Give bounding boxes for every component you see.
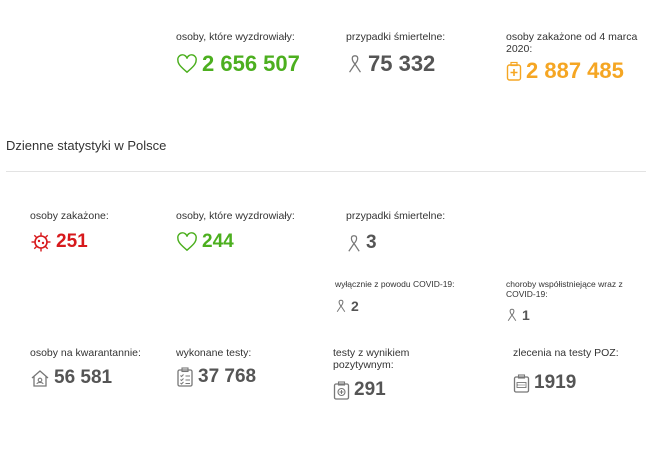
stat-label: wyłącznie z powodu COVID-19: (335, 279, 455, 289)
stat-label: przypadki śmiertelne: (346, 210, 446, 222)
stat-value: 3 (366, 232, 377, 253)
stat-value: 291 (354, 379, 386, 400)
stat-value-row: 2 656 507 (176, 51, 326, 77)
stat-daily-infected: osoby zakażone: 251 (30, 210, 160, 253)
stat-value-row: 1919 (513, 372, 648, 394)
ribbon-icon (336, 299, 346, 313)
stat-daily-comorbid: choroby współistniejące wraz z COVID-19:… (506, 279, 646, 323)
stat-label: wykonane testy: (176, 347, 252, 359)
stat-daily-positive-tests: testy z wynikiem pozytywnym: 291 (333, 347, 473, 401)
stat-label: osoby, które wyzdrowiały: (176, 31, 295, 43)
stat-label: choroby współistniejące wraz z COVID-19: (506, 279, 623, 299)
stat-value: 75 332 (368, 51, 436, 76)
ribbon-icon (507, 308, 517, 322)
stat-value-row: 75 332 (346, 51, 486, 77)
stat-daily-quarantine: osoby na kwarantannie: 56 581 (30, 347, 150, 389)
stat-value: 1919 (534, 372, 577, 393)
stat-value-row: 1 (506, 307, 646, 323)
stat-value-row: 291 (333, 379, 473, 401)
stat-value: 37 768 (198, 366, 257, 387)
stat-daily-tests: wykonane testy: 37 768 (176, 347, 326, 388)
stat-daily-deaths: przypadki śmiertelne: 3 (346, 210, 496, 254)
stat-label: osoby, które wyzdrowiały: (176, 210, 295, 222)
virus-icon (31, 232, 51, 252)
house-icon (31, 369, 49, 387)
stat-daily-recovered: osoby, które wyzdrowiały: 244 (176, 210, 326, 253)
stat-value-row: 3 (346, 232, 496, 254)
stat-label: przypadki śmiertelne: (346, 31, 446, 43)
stat-value: 2 656 507 (202, 51, 300, 76)
stat-value: 56 581 (54, 367, 113, 388)
stat-value: 2 887 485 (526, 58, 624, 83)
stat-value: 244 (202, 231, 234, 252)
stat-value-row: 251 (30, 231, 160, 253)
stat-label: testy z wynikiem pozytywnym: (333, 347, 410, 371)
stat-total-infected: osoby zakażone od 4 marca 2020: 2 887 48… (506, 31, 646, 84)
stat-label: osoby zakażone od 4 marca 2020: (506, 31, 638, 55)
section-divider (6, 171, 646, 172)
stat-value: 2 (351, 298, 359, 314)
stat-value-row: 2 887 485 (506, 58, 646, 84)
stat-value: 1 (522, 307, 530, 323)
stat-label: osoby zakażone: (30, 210, 109, 222)
stat-daily-poz-orders: zlecenia na testy POZ: 1919 (513, 347, 648, 394)
clipboard-icon (177, 367, 193, 387)
stat-total-deaths: przypadki śmiertelne: 75 332 (346, 31, 486, 77)
stat-label: zlecenia na testy POZ: (513, 347, 619, 359)
stat-total-recovered: osoby, które wyzdrowiały: 2 656 507 (176, 31, 326, 77)
stat-value: 251 (56, 231, 88, 252)
heart-icon (177, 54, 197, 74)
section-title: Dzienne statystyki w Polsce (6, 138, 167, 153)
test-tube-icon (333, 380, 350, 400)
ribbon-icon (349, 55, 361, 73)
stat-label: osoby na kwarantannie: (30, 347, 141, 359)
document-icon (513, 373, 530, 393)
stat-daily-covid-only: wyłącznie z powodu COVID-19: 2 (335, 279, 485, 314)
stat-value-row: 37 768 (176, 366, 326, 388)
ribbon-icon (348, 234, 360, 252)
stat-value-row: 244 (176, 231, 326, 253)
stat-value-row: 2 (335, 298, 485, 314)
medical-kit-icon (506, 61, 522, 81)
stat-value-row: 56 581 (30, 367, 150, 389)
heart-icon (177, 232, 197, 252)
